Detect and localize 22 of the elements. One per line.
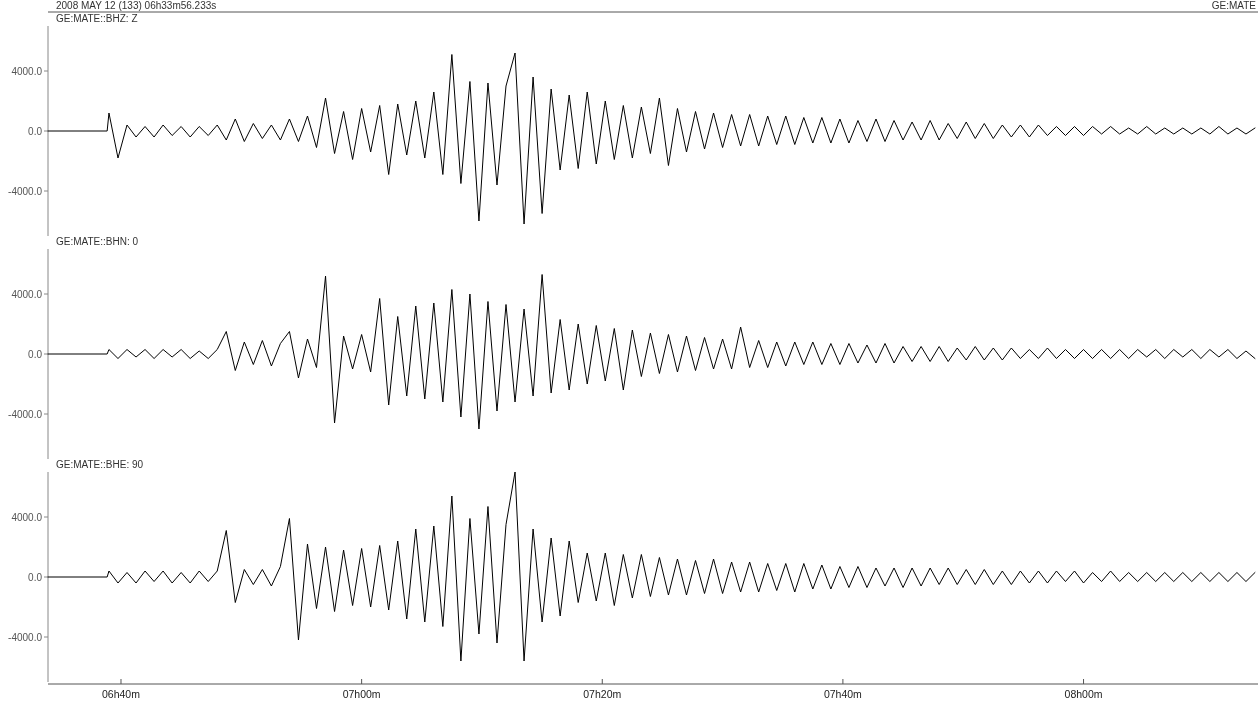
line-series — [47, 52, 1256, 225]
chart-title: GE:MATE::BHN: 0 — [56, 236, 139, 247]
y-tick-label: 0.0 — [28, 125, 43, 137]
text: 2008 MAY 12 (133) 06h33m56.233s — [56, 0, 217, 11]
x-tick-label: 06h40m — [102, 688, 141, 700]
chart-title: GE:MATE::BHZ: Z — [56, 13, 138, 24]
y-tick-label: -4000.0 — [8, 631, 43, 643]
x-tick-label: 07h40m — [823, 688, 863, 700]
chart-title: GE:MATE::BHE: 90 — [56, 459, 144, 470]
y-tick-label: 0.0 — [28, 571, 43, 583]
y-tick-label: 0.0 — [28, 348, 43, 360]
x-tick-label: 08h00m — [1064, 688, 1103, 700]
line-series — [47, 274, 1256, 430]
y-tick-label: -4000.0 — [8, 408, 43, 420]
x-tick-label: 07h20m — [583, 688, 622, 700]
text: GE:MATE — [1211, 0, 1257, 11]
line-series — [47, 471, 1256, 662]
x-tick-label: 07h00m — [342, 688, 381, 700]
y-tick-label: 4000.0 — [11, 288, 43, 300]
y-tick-label: -4000.0 — [8, 185, 43, 197]
y-tick-label: 4000.0 — [11, 65, 43, 77]
y-tick-label: 4000.0 — [11, 511, 43, 523]
